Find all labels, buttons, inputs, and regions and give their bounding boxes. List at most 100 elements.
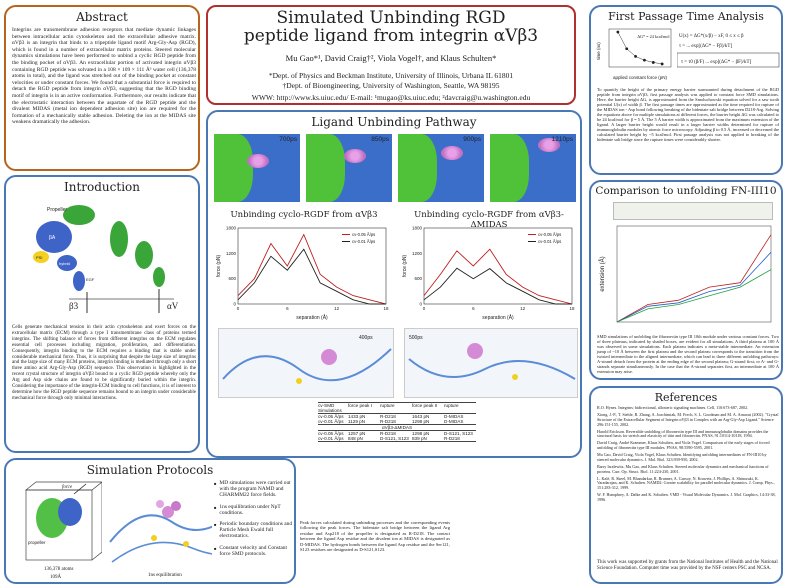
first-passage-title: First Passage Time Analysis (608, 10, 764, 23)
mini-frame-left: 400ps (218, 328, 394, 398)
mini-ligand-left (321, 349, 337, 365)
table-cell: R-D218 (380, 414, 396, 419)
table-header-3: force peak II (412, 403, 438, 408)
mini-ribbon-right (408, 358, 576, 380)
alphav-label: αV (167, 301, 179, 311)
x-tick-label: 6 (286, 306, 289, 311)
authors: Mu Gao*¹, David Craig†², Viola Vogel†, a… (285, 53, 497, 63)
reference-item: Mu Gao, David Craig, Viola Vogel, Klaus … (597, 452, 767, 462)
mini-structure-right: 500ps (408, 335, 576, 380)
bullet-icon: ■ (214, 504, 217, 510)
x-tick-label: 12 (334, 306, 340, 311)
water-box-top (25, 481, 102, 491)
bullet-icon: ■ (214, 481, 217, 486)
frame-1210ps: 1210ps (490, 134, 576, 202)
x-axis-label: separation (Å) (482, 314, 514, 321)
x-tick-label: 12 (520, 306, 526, 311)
bullet-item: ■ 1ns equilibration under NpT conditions. (214, 504, 294, 516)
y-tick-label: 1200 (226, 251, 237, 256)
affiliation-2: †Dept. of Bioengineering, University of … (282, 81, 500, 90)
y-tick-label: 1800 (412, 226, 423, 231)
mini-ribbon-left (222, 348, 392, 382)
introduction-text: Cells generate mechanical tension in the… (12, 325, 196, 401)
contact-line: WWW: http://www.ks.uiuc.edu/ E-mail: ¹mu… (251, 93, 531, 102)
binding-site-bg (102, 482, 212, 568)
reference-item: Xiong, J.-P., T. Stehle, R. Zhang, A. Jo… (597, 412, 779, 427)
series-line (237, 248, 386, 305)
frame-850ps-label: 850ps (371, 136, 389, 143)
abstract-text: Integrins are transmembrane adhesion rec… (12, 27, 196, 126)
reference-item: David Craig, André Krammer, Klaus Schult… (597, 440, 770, 451)
fn3-text: SMD simulations of unfolding the fibrone… (597, 334, 779, 374)
simulation-title: Simulation Protocols (86, 463, 214, 477)
ligand-atom (162, 506, 174, 518)
reference-item: L. Kalé, R. Skeel, M. Bhandarkar, R. Bru… (597, 475, 775, 491)
first-passage-text: To quantify the height of the primary en… (597, 87, 779, 142)
y-axis-label: force (pN) (402, 255, 408, 278)
fn3-frame (616, 225, 772, 323)
hybrid-label: hybrid (59, 261, 70, 266)
calf-shape (135, 241, 153, 269)
fn3-series-line (616, 269, 772, 323)
fpt-frame (608, 28, 672, 68)
fpt-point (651, 61, 655, 64)
bullet-text: 1ns equilibration under NpT conditions. (219, 503, 281, 516)
frame-850ps: 850ps (306, 134, 392, 202)
midas-ion2 (183, 541, 189, 547)
psi-shape (33, 251, 49, 263)
table-cell: 1298 pN (412, 431, 430, 436)
reference-item: W. F. Humphrey, A. Dalke and K. Schulten… (597, 492, 776, 502)
title-line-1: Simulated Unbinding RGD (276, 8, 506, 28)
binding-site-ribbon2 (111, 541, 212, 563)
simulation-bullet-list: ■ MD simulations were carried out with th… (214, 480, 294, 562)
x-axis-label: separation (Å) (296, 314, 328, 321)
table-section2: αVβ3-ΔMIDAS (318, 425, 476, 431)
force-arrow (73, 483, 87, 495)
x-tick-label: 0 (237, 306, 240, 311)
legend-label: cv-0.05 Å/ps (352, 232, 375, 237)
bullet-text: MD simulations were carried out with the… (219, 480, 291, 499)
affiliation-1: *Dept. of Physics and Beckman Institute,… (268, 71, 514, 80)
fpt-y-label: time (ns) (596, 42, 601, 60)
references-list: R.O. Hynes. Integrins: bidirectional, al… (597, 405, 779, 505)
table-cell: R-D218 (380, 419, 396, 424)
egf-label: EGF (86, 277, 95, 282)
equilibration-label: 1ns equilibration (148, 573, 182, 578)
frame-900ps-label: 900ps (463, 136, 481, 143)
mini-label-500: 500ps (409, 335, 423, 341)
fn3-series-line (616, 234, 772, 323)
propeller-shape (63, 205, 95, 225)
table-caption: Peak forces calculated during unbinding … (300, 520, 450, 553)
equation-3: τ = τ0 (β/F) ... exp[(ΔG* − βF)/kT] (681, 60, 752, 65)
results-table: cv-SMD Simulations force peak I rupture … (318, 402, 476, 442)
egf-shape (73, 271, 85, 291)
series-line (423, 267, 572, 305)
fn3-snapshot (613, 202, 773, 220)
first-passage-equations: U(x) = ΔG*(x/β) − xF, 0 ≤ x ≤ β τ = ... … (677, 34, 780, 68)
fn3-y-label: extension (Å) (599, 256, 606, 291)
ligand-atom3 (156, 500, 164, 508)
abstract-title: Abstract (76, 10, 128, 24)
mini-frame-right: 500ps (404, 328, 578, 398)
x-tick-label: 18 (383, 306, 389, 311)
beta3-label: β3 (69, 301, 79, 311)
y-tick-label: 600 (228, 276, 236, 281)
left-plot-title: Unbinding cyclo-RGDF from αVβ3 (230, 210, 378, 220)
bullet-item: ■ Periodic boundary conditions and Partic… (214, 521, 294, 540)
reference-item: Harold Erickson. Reversible unfolding of… (597, 428, 769, 439)
x-tick-label: 6 (472, 306, 475, 311)
binding-site-figure: 1ns equilibration (102, 482, 212, 578)
midas-ion (151, 535, 157, 541)
table-section1: cv-SMD Simulations (318, 403, 342, 413)
bullet-icon: ■ (214, 545, 217, 551)
table-cell: D-S121, S123 (380, 436, 409, 441)
table-header-1: force peak I (348, 403, 373, 408)
pathway-panel: Ligand Unbinding Pathway 700ps 850ps 900… (206, 110, 582, 458)
calf2-shape (153, 267, 165, 287)
equation-box (677, 52, 780, 68)
fn3-panel: Comparison to unfolding FN-III10 extensi… (589, 180, 783, 380)
y-tick-label: 0 (419, 302, 422, 307)
ba-shape (36, 221, 72, 253)
fpt-fit-line (617, 31, 663, 65)
fn3-series-line (616, 251, 772, 323)
